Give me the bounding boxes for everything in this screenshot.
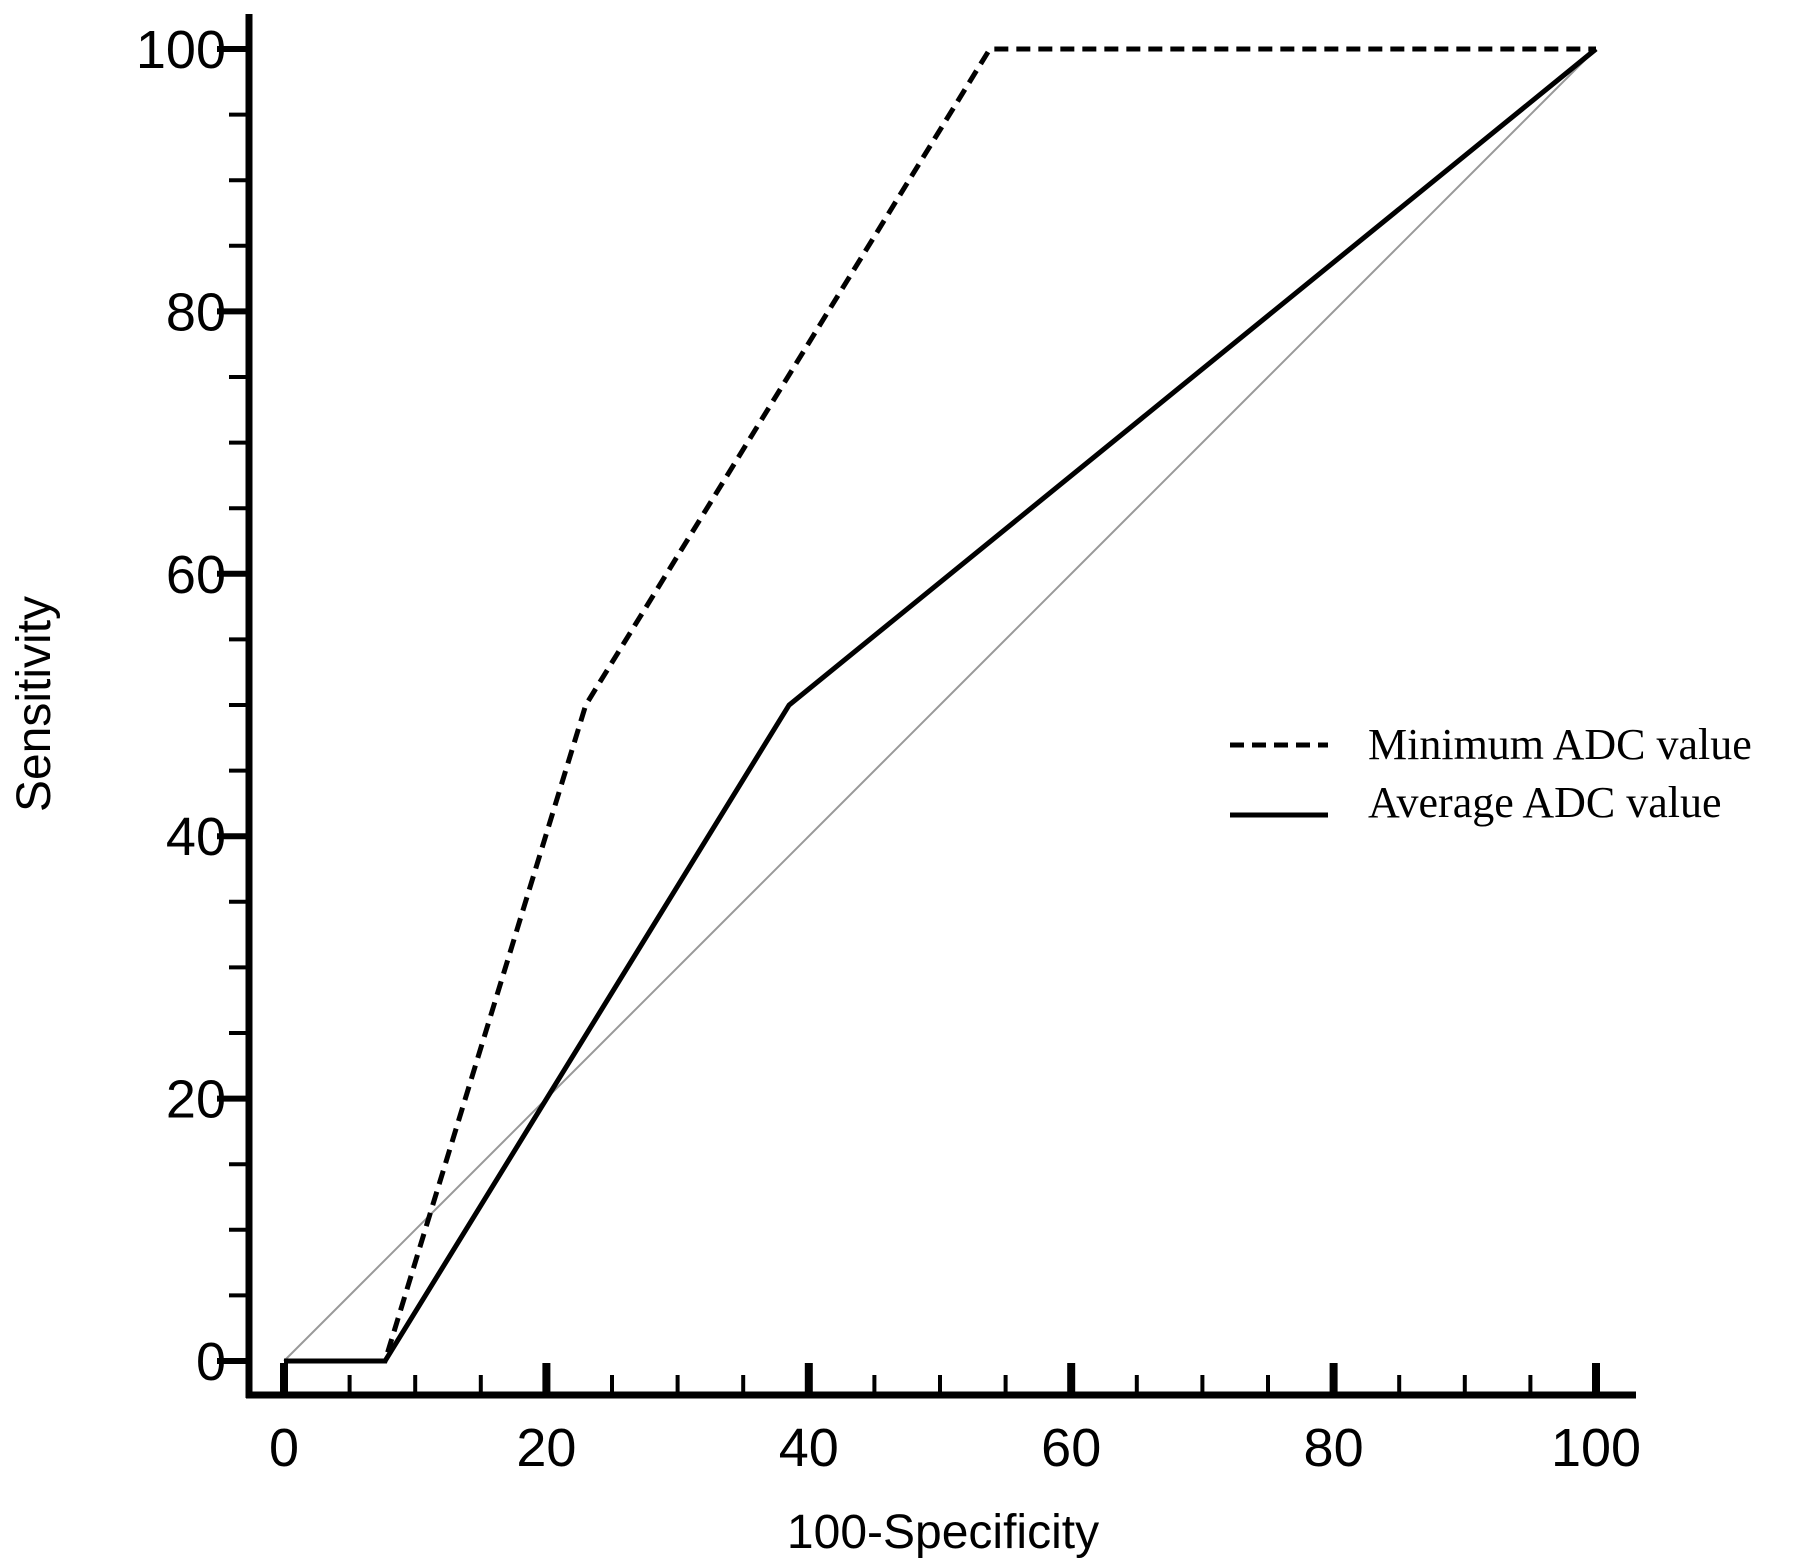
reference-diagonal (283, 48, 1597, 1362)
y-tick-label: 60 (166, 545, 226, 605)
y-tick-label: 80 (166, 282, 226, 342)
y-tick-label: 0 (196, 1332, 226, 1392)
x-tick-label: 80 (1304, 1418, 1364, 1478)
tick-marks (217, 46, 1600, 1395)
x-axis-title: 100-Specificity (787, 1506, 1099, 1559)
series-line-average-adc (284, 47, 1598, 1364)
x-tick-label: 20 (516, 1418, 576, 1478)
x-tick-label: 40 (779, 1418, 839, 1478)
x-tick-label: 60 (1041, 1418, 1101, 1478)
legend-label: Minimum ADC value (1368, 720, 1752, 769)
legend-label: Average ADC value (1368, 778, 1722, 827)
series-lines (284, 46, 1598, 1364)
x-tick-label: 0 (269, 1418, 299, 1478)
y-axis-title: Sensitivity (8, 596, 61, 812)
x-tick-label: 100 (1551, 1418, 1641, 1478)
legend: Minimum ADC value Average ADC value (1230, 720, 1752, 827)
y-tick-label: 40 (166, 807, 226, 867)
tick-labels: 0 20 40 60 80 100 0 20 40 60 80 100 (136, 20, 1641, 1478)
y-tick-label: 20 (166, 1070, 226, 1130)
y-tick-label: 100 (136, 20, 226, 80)
chance-line (283, 48, 1597, 1362)
